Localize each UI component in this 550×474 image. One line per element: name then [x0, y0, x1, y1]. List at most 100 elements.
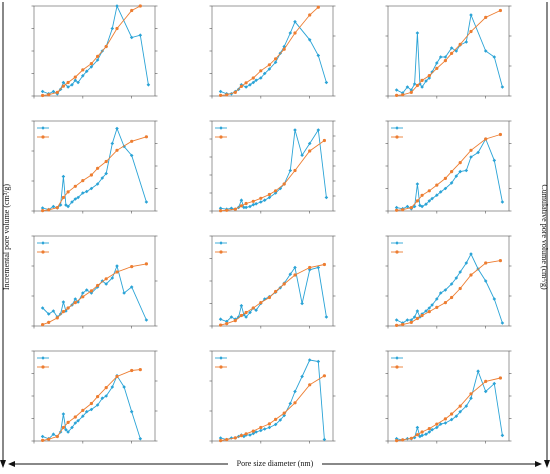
incremental-point [254, 430, 258, 434]
incremental-point [427, 306, 432, 310]
cumulative-point [484, 15, 488, 19]
incremental-point [458, 409, 462, 414]
cumulative-point [415, 83, 419, 88]
incremental-point [316, 128, 321, 132]
incremental-point [244, 205, 248, 210]
cumulative-point [66, 80, 70, 85]
cumulative-point [81, 179, 85, 183]
incremental-point [469, 13, 473, 17]
incremental-point [316, 359, 321, 364]
cumulative-point [395, 208, 399, 212]
cumulative-point [282, 411, 286, 415]
legend-incremental-marker [219, 356, 223, 360]
incremental-point [95, 182, 100, 186]
incremental-point [61, 80, 66, 85]
incremental-point [146, 83, 151, 87]
cumulative-series-line [42, 5, 141, 96]
incremental-point [84, 409, 89, 414]
cumulative-point [89, 289, 93, 293]
incremental-point [476, 369, 480, 373]
cumulative-point [41, 438, 45, 442]
incremental-point [435, 193, 439, 197]
cumulative-point [244, 310, 248, 315]
incremental-point [262, 71, 267, 76]
incremental-point [40, 434, 45, 439]
chart-panel-10 [31, 350, 158, 444]
cumulative-point [239, 84, 243, 88]
cumulative-point [282, 282, 286, 286]
incremental-point [405, 85, 410, 89]
incremental-point [492, 297, 497, 301]
incremental-point [420, 433, 424, 438]
cumulative-point [115, 270, 119, 274]
cumulative-point [395, 439, 399, 443]
cumulative-point [401, 208, 405, 212]
incremental-point [115, 4, 119, 8]
cumulative-point [244, 432, 248, 436]
chart-panel-7 [31, 235, 158, 329]
cumulative-point [409, 90, 413, 94]
cumulative-point [55, 434, 59, 439]
cumulative-point [469, 273, 473, 277]
cumulative-point [130, 265, 134, 269]
incremental-point [129, 35, 134, 40]
cumulative-point [89, 401, 93, 406]
cumulative-point [144, 135, 148, 139]
incremental-point [449, 181, 454, 185]
cumulative-point [322, 262, 326, 267]
cumulative-point [61, 425, 65, 430]
incremental-point [254, 78, 258, 83]
incremental-point [251, 202, 256, 207]
cumulative-point [458, 42, 462, 47]
cumulative-point [55, 90, 59, 94]
cumulative-point [233, 319, 237, 323]
cumulative-point [435, 305, 439, 309]
cumulative-point [401, 322, 405, 327]
cumulative-point [443, 301, 447, 305]
chart-panels [31, 4, 512, 444]
incremental-point [293, 389, 297, 394]
cumulative-point [66, 420, 70, 424]
cumulative-point [415, 316, 419, 321]
incremental-point [81, 191, 85, 195]
cumulative-point [484, 379, 488, 383]
incremental-point [110, 276, 115, 280]
incremental-point [76, 418, 80, 423]
legend-incremental-marker [395, 356, 399, 360]
incremental-point [218, 317, 223, 321]
incremental-point [500, 433, 505, 438]
legend-incremental-marker [395, 126, 399, 130]
cumulative-point [322, 374, 326, 378]
cumulative-point [219, 93, 223, 97]
incremental-point [500, 85, 505, 89]
incremental-point [110, 26, 115, 31]
cumulative-point [308, 149, 312, 153]
cumulative-point [115, 148, 119, 152]
cumulative-point [322, 138, 326, 143]
legend-cumulative-marker [219, 135, 223, 139]
incremental-point [251, 80, 256, 85]
chart-panel-2 [209, 5, 336, 99]
cumulative-point [435, 66, 439, 70]
chart-panel-8 [209, 235, 336, 329]
cumulative-point [484, 137, 488, 141]
cumulative-point [308, 13, 312, 17]
cumulative-point [47, 437, 51, 441]
incremental-point [454, 174, 459, 178]
plot-frame [211, 235, 334, 327]
incremental-series-line [396, 13, 503, 94]
incremental-point [76, 195, 80, 200]
incremental-point [122, 385, 126, 389]
incremental-point [76, 80, 80, 85]
incremental-point [73, 421, 78, 425]
incremental-point [427, 76, 432, 80]
incremental-point [322, 437, 327, 442]
incremental-point [454, 276, 459, 280]
cumulative-point [267, 63, 271, 67]
incremental-point [110, 385, 115, 389]
incremental-point [415, 31, 420, 35]
incremental-point [70, 83, 74, 87]
incremental-point [61, 412, 66, 416]
cumulative-point [415, 199, 419, 203]
incremental-point [229, 315, 234, 319]
